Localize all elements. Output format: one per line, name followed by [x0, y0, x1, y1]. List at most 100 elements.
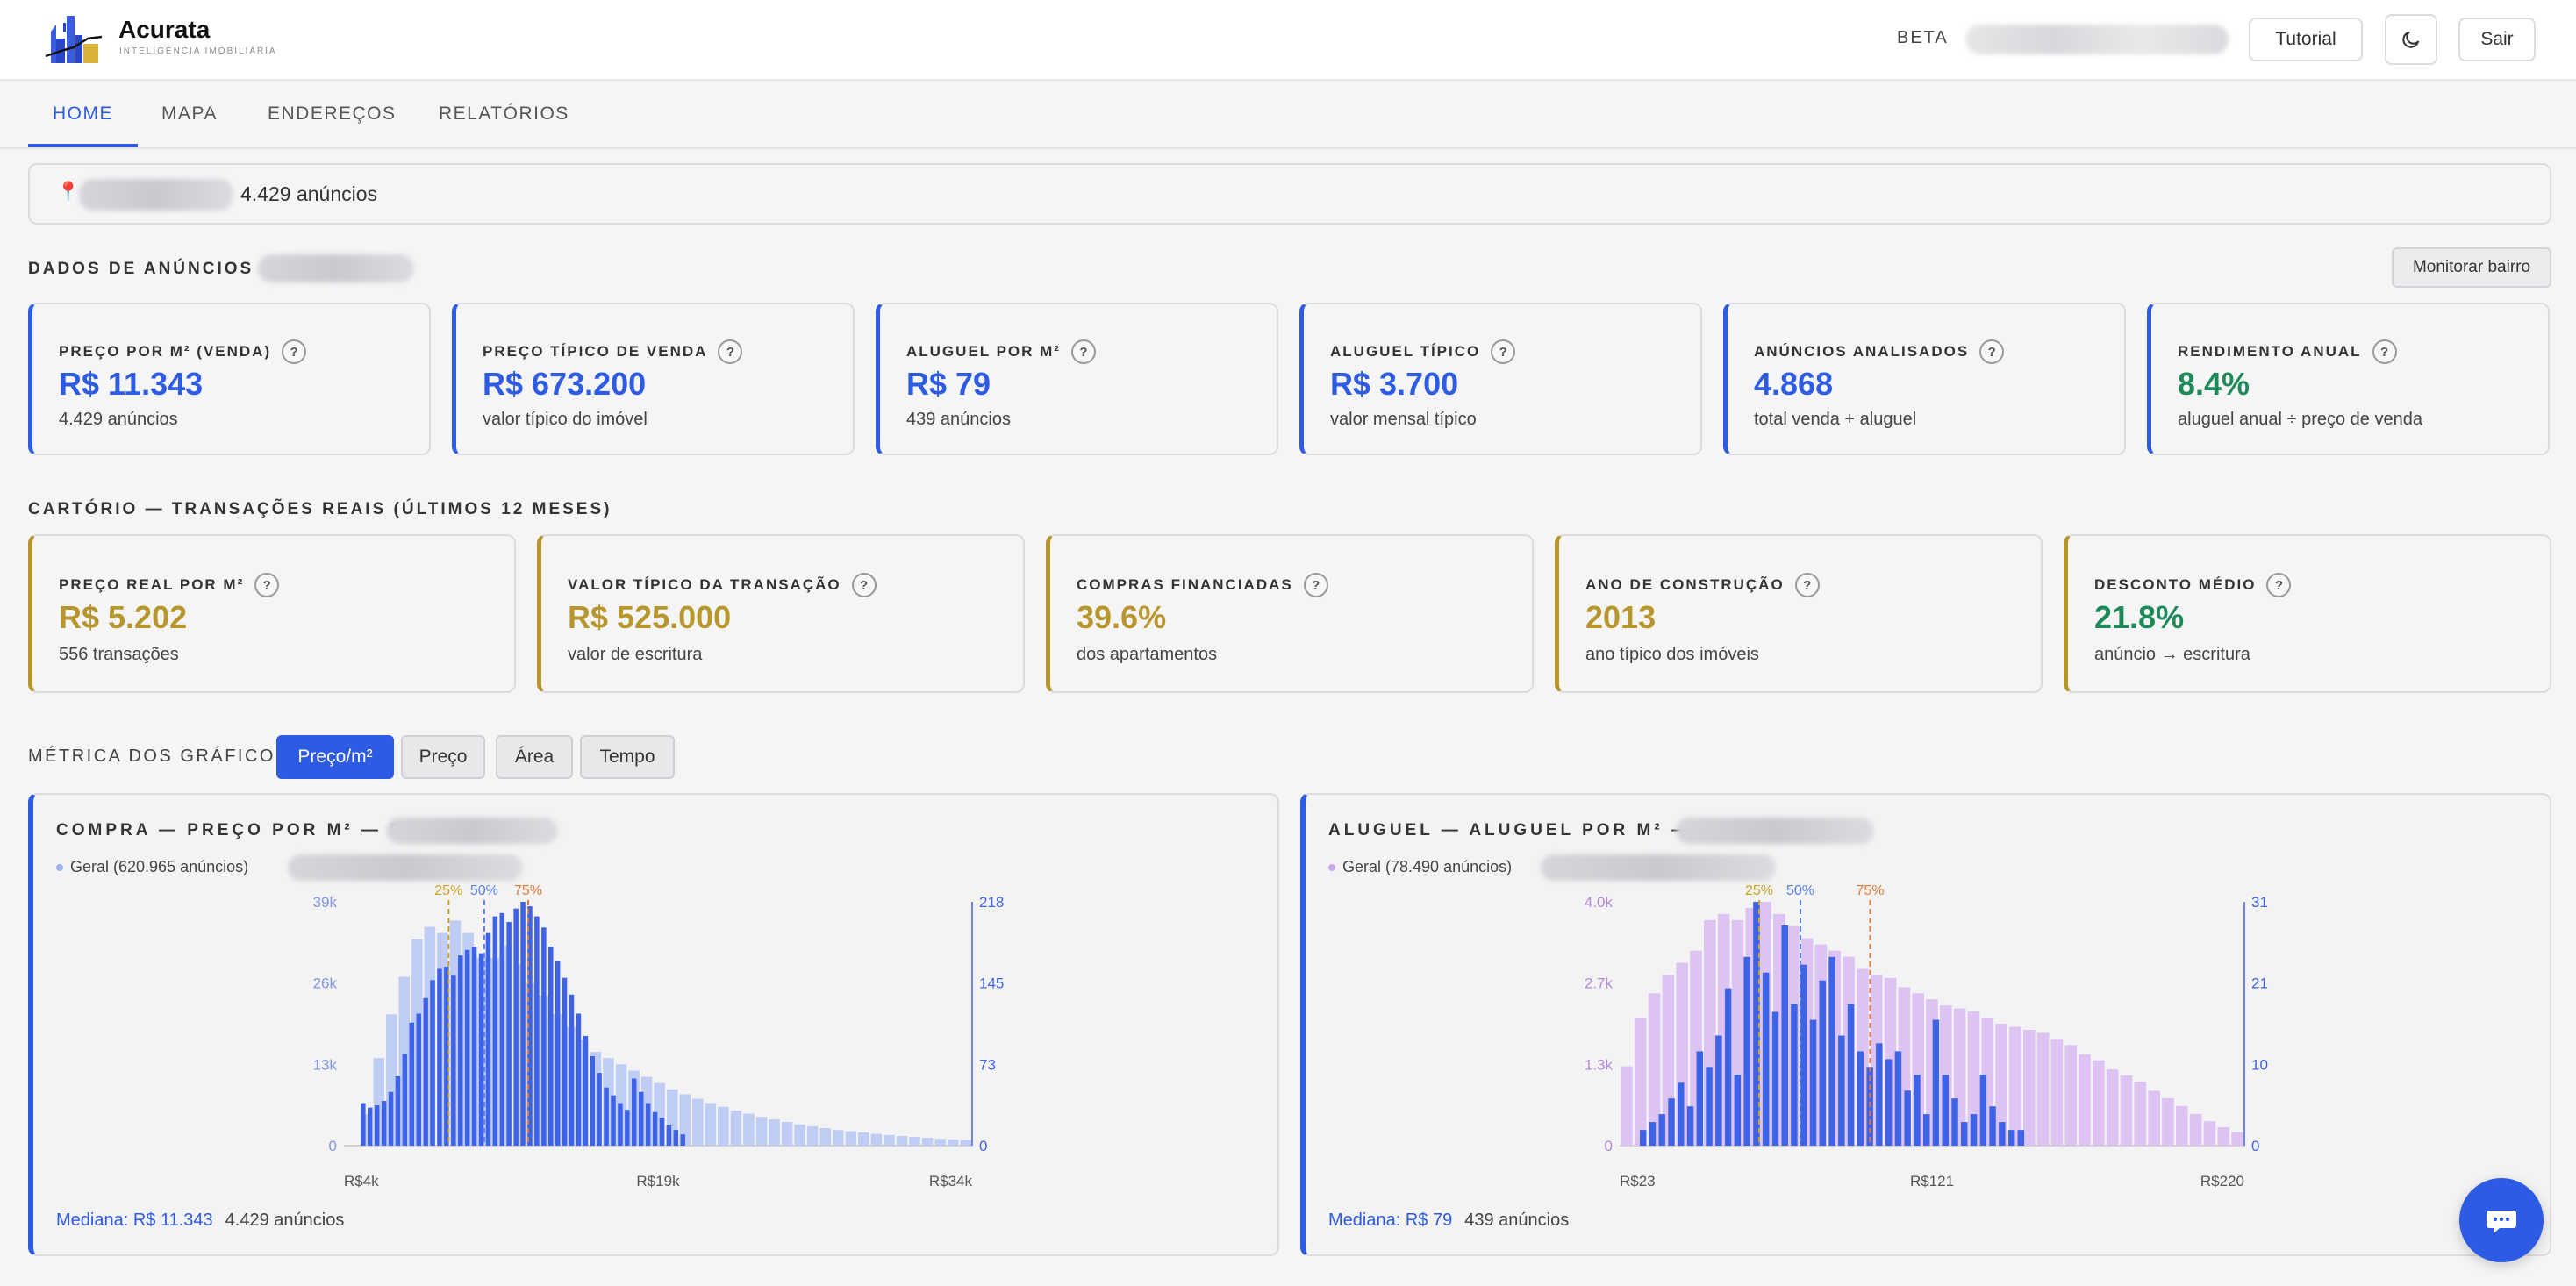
- local-bar: [1979, 1075, 1987, 1146]
- help-icon[interactable]: ?: [851, 573, 877, 597]
- x-tick-label: R$34k: [929, 1173, 973, 1190]
- local-bar: [1923, 1114, 1930, 1146]
- local-bar: [1999, 1122, 2006, 1146]
- overall-bar: [705, 1103, 717, 1146]
- local-bar: [1706, 1067, 1713, 1146]
- metric-label: PREÇO TÍPICO DE VENDA?: [483, 339, 743, 364]
- chart-legend: Geral (78.490 anúncios): [1328, 858, 1512, 876]
- monitor-neighborhood-button[interactable]: Monitorar bairro: [2392, 247, 2551, 288]
- help-icon[interactable]: ?: [1794, 573, 1820, 597]
- legend-label: Geral (620.965 anúncios): [70, 858, 249, 875]
- overall-bar: [947, 1139, 959, 1146]
- local-bar: [1715, 1035, 1722, 1146]
- metric-label: PREÇO POR M² (VENDA)?: [59, 339, 307, 364]
- help-icon[interactable]: ?: [718, 339, 743, 364]
- map-pin-icon: 📍: [56, 181, 81, 203]
- local-bar: [381, 1101, 387, 1146]
- metric-label-text: PREÇO TÍPICO DE VENDA: [483, 343, 708, 360]
- local-bar: [611, 1095, 616, 1146]
- overall-bar: [858, 1132, 869, 1146]
- left-y-tick-label: 13k: [313, 1056, 338, 1073]
- local-bar: [402, 1054, 408, 1146]
- local-bar: [430, 980, 435, 1146]
- local-bar: [444, 967, 449, 1146]
- overall-bar: [2189, 1113, 2202, 1146]
- local-bar: [639, 1091, 644, 1146]
- metric-option-price[interactable]: Preço: [401, 735, 485, 779]
- metric-label-text: PREÇO POR M² (VENDA): [59, 343, 272, 360]
- metric-label-text: ANO DE CONSTRUÇÃO: [1585, 576, 1785, 593]
- local-bar: [1696, 1051, 1704, 1146]
- metric-label-text: ANÚNCIOS ANALISADOS: [1754, 343, 1970, 360]
- local-bar: [520, 902, 526, 1146]
- help-icon[interactable]: ?: [2266, 573, 2292, 597]
- local-bar: [1762, 972, 1770, 1146]
- metric-label-text: ALUGUEL TÍPICO: [1330, 343, 1481, 360]
- local-bar: [464, 949, 470, 1146]
- help-icon[interactable]: ?: [1979, 339, 2005, 364]
- location-listing-count: 4.429 anúncios: [240, 182, 378, 205]
- overall-bar: [692, 1098, 704, 1146]
- local-bar: [423, 997, 428, 1146]
- local-bar: [2017, 1130, 2025, 1146]
- tab-enderecos[interactable]: ENDEREÇOS: [268, 104, 397, 124]
- logout-button[interactable]: Sair: [2458, 18, 2536, 61]
- local-bar: [541, 927, 547, 1146]
- neighborhood-name-redacted: [258, 254, 414, 282]
- local-bar: [1970, 1114, 1978, 1146]
- metric-option-area[interactable]: Área: [496, 735, 573, 779]
- local-bar: [1838, 1035, 1845, 1146]
- local-bar: [1781, 925, 1788, 1146]
- quantile-label: 50%: [470, 883, 498, 898]
- left-y-tick-label: 2.7k: [1585, 975, 1614, 992]
- local-bar: [1876, 1043, 1883, 1146]
- overall-bar: [781, 1121, 793, 1146]
- local-bar: [1951, 1098, 1958, 1146]
- help-icon[interactable]: ?: [2372, 339, 2397, 364]
- metric-option-time[interactable]: Tempo: [580, 735, 675, 779]
- chart-metric-label: MÉTRICA DOS GRÁFICOS:: [28, 747, 297, 766]
- help-icon[interactable]: ?: [1491, 339, 1516, 364]
- metric-subtitle: dos apartamentos: [1077, 645, 1218, 664]
- tab-mapa[interactable]: MAPA: [161, 104, 218, 124]
- overall-bar: [934, 1139, 946, 1146]
- overall-bar: [1634, 1018, 1647, 1146]
- tutorial-button[interactable]: Tutorial: [2249, 18, 2363, 61]
- help-icon[interactable]: ?: [1070, 339, 1096, 364]
- metric-value: 39.6%: [1077, 599, 1167, 635]
- chat-support-button[interactable]: [2459, 1178, 2544, 1262]
- metric-option-price-per-m2[interactable]: Preço/m²: [276, 735, 394, 779]
- overall-bar: [921, 1138, 934, 1146]
- local-bar: [1847, 1004, 1855, 1146]
- local-bar: [618, 1103, 623, 1146]
- overall-bar: [730, 1111, 742, 1146]
- overall-bar: [884, 1134, 895, 1146]
- overall-bar: [1995, 1024, 2007, 1146]
- metric-label-text: ALUGUEL POR M²: [906, 343, 1061, 360]
- local-bar: [1743, 956, 1750, 1146]
- metric-card: ALUGUEL TÍPICO? R$ 3.700 valor mensal típi…: [1299, 303, 1702, 455]
- tab-relatorios[interactable]: RELATÓRIOS: [439, 104, 569, 124]
- local-bar: [2007, 1130, 2015, 1146]
- overall-bar: [2162, 1097, 2174, 1146]
- overall-bar: [1621, 1066, 1633, 1146]
- metric-value: R$ 3.700: [1330, 366, 1459, 402]
- metric-value: R$ 79: [906, 366, 991, 402]
- local-bar: [590, 1056, 595, 1146]
- moon-icon: [2402, 32, 2419, 48]
- metric-card: PREÇO POR M² (VENDA)? R$ 11.343 4.429 anún…: [28, 303, 431, 455]
- x-tick-label: R$4k: [344, 1173, 379, 1190]
- help-icon[interactable]: ?: [1303, 573, 1328, 597]
- metric-label: ALUGUEL POR M²?: [906, 339, 1096, 364]
- right-y-tick-label: 0: [2251, 1138, 2259, 1154]
- metric-label-text: COMPRAS FINANCIADAS: [1077, 576, 1293, 593]
- help-icon[interactable]: ?: [254, 573, 280, 597]
- local-bar: [1942, 1075, 1949, 1146]
- tab-home[interactable]: HOME: [28, 81, 138, 147]
- local-bar: [361, 1103, 366, 1146]
- location-bar[interactable]: 📍 4.429 anúncios: [28, 163, 2551, 225]
- chart-median: Mediana: R$ 11.343 4.429 anúncios: [56, 1211, 344, 1231]
- help-icon[interactable]: ?: [282, 339, 307, 364]
- theme-toggle-button[interactable]: [2385, 14, 2437, 65]
- overall-bar: [806, 1125, 819, 1146]
